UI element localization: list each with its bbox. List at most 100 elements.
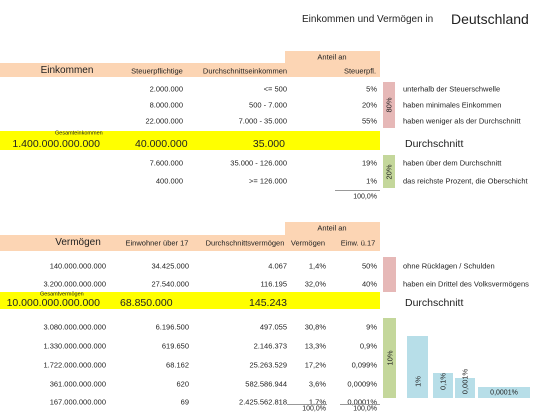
total-caption: Gesamteinkommen — [55, 130, 103, 137]
column-header: Durchschnittseinkommen — [202, 66, 288, 76]
share-bar: 0,001% — [455, 369, 475, 398]
total-row — [0, 292, 380, 309]
cell: 9% — [366, 322, 377, 332]
cell: 0,099% — [351, 360, 377, 370]
column-header: Durchschnittsvermögen — [205, 238, 285, 248]
cell: 1.330.000.000.000 — [43, 341, 106, 351]
total-cell: 40.000.000 — [135, 137, 188, 150]
group-header-cell — [285, 222, 380, 235]
total-caption: Gesamtvermögen — [40, 290, 84, 297]
cell: 1.722.000.000.000 — [43, 360, 106, 370]
cell: 50% — [361, 261, 377, 271]
share-label: 80% — [384, 97, 394, 113]
cell: >= 126.000 — [249, 176, 287, 186]
total-cell: 1.400.000.000.000 — [12, 137, 100, 150]
cell: 34.425.000 — [151, 261, 189, 271]
header-row — [0, 235, 380, 251]
cell: 3,6% — [308, 379, 326, 389]
group-header-cell — [285, 51, 380, 63]
sum-rule — [335, 190, 380, 191]
cell: 0,0001% — [347, 397, 377, 407]
header-row — [0, 63, 380, 77]
cell: <= 500 — [263, 84, 287, 94]
column-header: Einkommen — [40, 65, 94, 76]
column-header: Steuerpflichtige — [131, 66, 183, 76]
cell: 4.067 — [268, 261, 287, 271]
cell: 1,4% — [308, 261, 326, 271]
share-label: 20% — [384, 163, 394, 180]
column-header: Einw. ü.17 — [340, 238, 376, 248]
total-cell: 145.243 — [249, 296, 287, 309]
cell: 497.055 — [259, 322, 287, 332]
share-bar: 0,0001% — [478, 387, 530, 398]
cell: 2.000.000 — [149, 84, 183, 94]
row-note: unterhalb der Steuerschwelle — [403, 84, 501, 94]
bar-label: 1% — [413, 376, 422, 387]
share-label: 10% — [385, 350, 394, 366]
share-bracket — [383, 257, 396, 292]
cell: 17,2% — [304, 360, 326, 370]
cell: 620 — [176, 379, 189, 389]
cell: 1% — [366, 176, 377, 186]
sum: 100,0% — [353, 405, 377, 413]
column-header: Vermögen — [55, 237, 101, 248]
cell: 5% — [366, 84, 377, 94]
cell: 361.000.000.000 — [49, 379, 106, 389]
cell: 32,0% — [304, 279, 326, 289]
cell: 2.146.373 — [253, 341, 287, 351]
cell: 400.000 — [155, 176, 183, 186]
cell: 20% — [361, 100, 377, 110]
cell: 6.196.500 — [155, 322, 189, 332]
row-note: das reichste Prozent, die Oberschicht — [403, 176, 528, 186]
title-prefix: Einkommen und Vermögen in — [302, 14, 434, 25]
row-note: haben über dem Durchschnitt — [403, 158, 502, 168]
cell: 7.000 - 35.000 — [238, 116, 287, 126]
total-cell: 10.000.000.000.000 — [6, 296, 100, 309]
sum-rule — [287, 404, 327, 405]
total-row — [0, 131, 380, 150]
cell: 8.000.000 — [149, 100, 183, 110]
row-note: haben weniger als der Durchschnitt — [403, 116, 521, 126]
cell: 35.000 - 126.000 — [230, 158, 287, 168]
column-header: Einwohner über 17 — [125, 238, 189, 248]
share-bar: 1% — [407, 336, 428, 398]
bar-label: 0,001% — [460, 368, 470, 395]
cell: 27.540.000 — [151, 279, 189, 289]
share-bracket: 80% — [383, 82, 395, 128]
cell: 69 — [180, 397, 189, 407]
cell: 619.650 — [161, 341, 189, 351]
total-note: Durchschnitt — [405, 296, 464, 309]
cell: 68.162 — [166, 360, 189, 370]
total-cell: 68.850.000 — [120, 296, 173, 309]
sum: 100,0% — [353, 193, 377, 201]
cell: 25.263.529 — [249, 360, 287, 370]
total-note: Durchschnitt — [405, 137, 464, 150]
cell: 0,9% — [359, 341, 377, 351]
cell: 1,7% — [308, 397, 326, 407]
share-bracket: 20% — [383, 155, 395, 188]
cell: 7.600.000 — [149, 158, 183, 168]
cell: 140.000.000.000 — [49, 261, 106, 271]
bar-label: 0,0001% — [490, 389, 518, 396]
cell: 582.586.944 — [245, 379, 287, 389]
bar-label: 0,1% — [438, 372, 448, 391]
group-header: Anteil an — [317, 223, 347, 233]
group-header: Anteil an — [317, 52, 347, 62]
cell: 30,8% — [304, 322, 326, 332]
total-cell: 35.000 — [252, 137, 285, 150]
column-header: Vermögen — [290, 238, 326, 248]
row-note: haben minimales Einkommen — [403, 100, 502, 110]
row-note: ohne Rücklagen / Schulden — [403, 261, 495, 271]
share-bracket: 10% — [383, 318, 396, 398]
column-header: Steuerpfl. — [343, 66, 377, 76]
sum-rule — [340, 404, 380, 405]
cell: 3.200.000.000.000 — [43, 279, 106, 289]
share-bar: 0,1% — [433, 373, 453, 398]
cell: 0,0009% — [347, 379, 377, 389]
title-country: Deutschland — [451, 11, 529, 27]
cell: 55% — [361, 116, 377, 126]
cell: 19% — [361, 158, 377, 168]
cell: 3.080.000.000.000 — [43, 322, 106, 332]
cell: 22.000.000 — [145, 116, 183, 126]
